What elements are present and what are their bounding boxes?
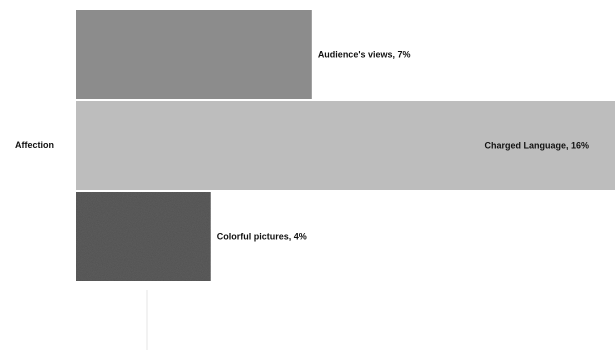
category-label: Affection [15, 140, 54, 150]
bar-colorful-pictures [76, 192, 211, 281]
bar-audience-s-views [76, 10, 312, 99]
labels-group: Audience's views, 7% Charged Language, 16… [217, 50, 589, 242]
data-label-audience-s-views: Audience's views, 7% [318, 50, 411, 60]
bar-charged-language [76, 101, 615, 190]
data-label-charged-language: Charged Language, 16% [484, 141, 589, 151]
bars-group [76, 10, 615, 281]
data-label-colorful-pictures: Colorful pictures, 4% [217, 232, 307, 242]
